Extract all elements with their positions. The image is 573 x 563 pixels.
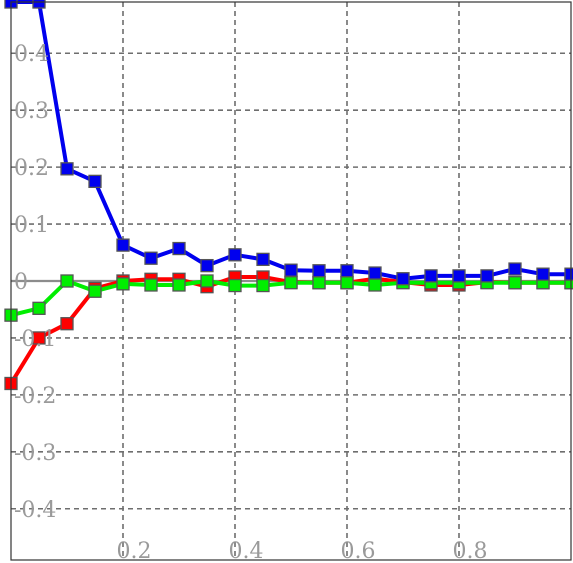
series-2-point-10 xyxy=(284,263,298,277)
series-0-point-1 xyxy=(32,331,46,345)
series-1-point-18 xyxy=(508,276,522,290)
series-2-point-12 xyxy=(340,264,354,278)
y-tick-label-4: 0 xyxy=(14,270,28,295)
series-2-point-5 xyxy=(144,251,158,265)
series-2-point-18 xyxy=(508,262,522,276)
tick-labels: 0.4 0.3 0.2 0.1 0 -0.1 -0.2 -0.3 -0.4 0.2 0.4 0.6 0.… xyxy=(14,42,488,563)
y-tick-label-7: -0.3 xyxy=(14,441,56,466)
x-tick-label-0: 0.2 xyxy=(117,539,152,563)
y-tick-label-0: 0.4 xyxy=(14,42,49,67)
series-2-point-1 xyxy=(32,0,46,9)
series-2-line xyxy=(11,0,571,281)
y-tick-label-1: 0.3 xyxy=(14,99,49,124)
series-1-point-4 xyxy=(116,277,130,291)
y-tick-label-3: 0.1 xyxy=(14,213,49,238)
series-2-point-13 xyxy=(368,266,382,280)
series-1-point-3 xyxy=(88,284,102,298)
series-2-point-6 xyxy=(172,241,186,256)
series-2-point-16 xyxy=(452,269,466,283)
y-tick-label-2: 0.2 xyxy=(14,156,49,181)
x-tick-label-2: 0.6 xyxy=(341,539,376,563)
series-2-point-20 xyxy=(564,267,573,281)
series-2-point-14 xyxy=(396,272,410,286)
series-1-point-6 xyxy=(172,278,186,292)
series-2-point-17 xyxy=(480,269,494,283)
x-tick-label-3: 0.8 xyxy=(453,539,488,563)
series-2-point-11 xyxy=(312,264,326,278)
series-1-point-10 xyxy=(284,276,298,290)
series-2-point-4 xyxy=(116,238,130,252)
x-tick-label-1: 0.4 xyxy=(229,539,264,563)
series-2-point-15 xyxy=(424,269,438,283)
series-0-point-2 xyxy=(60,317,74,331)
series-1-point-13 xyxy=(368,278,382,292)
series-2-point-19 xyxy=(536,267,550,281)
series-2-point-9 xyxy=(256,252,270,267)
series-group xyxy=(4,0,573,391)
series-2-point-2 xyxy=(60,162,74,176)
y-tick-label-5: -0.1 xyxy=(14,327,56,352)
series-1-point-9 xyxy=(256,278,270,293)
series-1-point-7 xyxy=(200,274,214,288)
series-2-point-3 xyxy=(88,174,102,189)
y-tick-label-8: -0.4 xyxy=(14,498,56,523)
series-2-point-7 xyxy=(200,258,214,273)
y-tick-label-6: -0.2 xyxy=(14,384,56,409)
series-1-point-8 xyxy=(228,278,242,293)
series-1-point-5 xyxy=(144,278,158,292)
series-1-point-11 xyxy=(312,276,326,290)
plot-frame xyxy=(10,1,572,561)
series-1-point-2 xyxy=(60,274,74,288)
series-1-point-1 xyxy=(32,301,46,315)
series-2-point-8 xyxy=(228,248,242,262)
series-1-point-12 xyxy=(340,276,354,290)
